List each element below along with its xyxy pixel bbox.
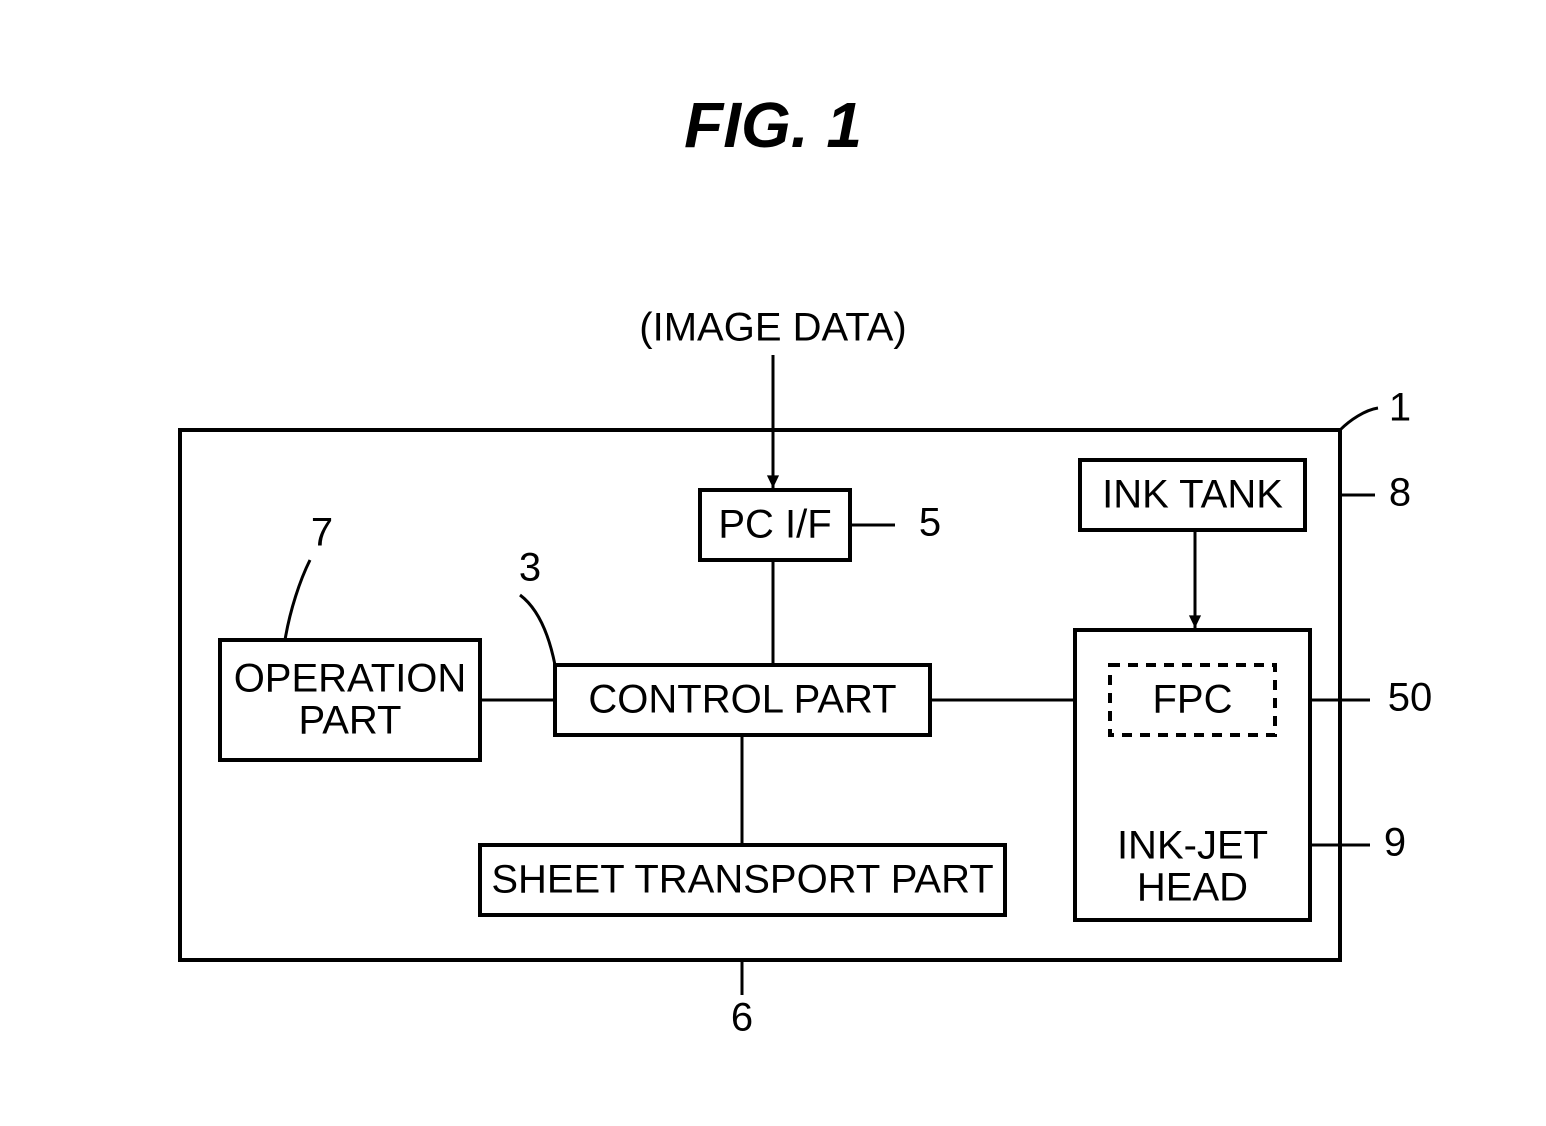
ref-operation: 7	[311, 511, 333, 555]
node-inkjet-head: INK-JETHEAD	[1075, 630, 1310, 920]
input-label: (IMAGE DATA)	[639, 306, 906, 350]
node-label-fpc: FPC	[1153, 678, 1233, 722]
ref-inkjet-head: 9	[1384, 821, 1406, 865]
node-operation: OPERATIONPART	[220, 640, 480, 760]
node-label-sheet: SHEET TRANSPORT PART	[491, 858, 993, 902]
node-sheet: SHEET TRANSPORT PART	[480, 845, 1005, 915]
figure-title: FIG. 1	[684, 89, 862, 161]
outer-ref: 1	[1389, 386, 1411, 430]
node-label-operation-line1: PART	[299, 699, 402, 743]
ref-sheet: 6	[731, 996, 753, 1040]
node-label-control: CONTROL PART	[588, 678, 896, 722]
ref-pc-if: 5	[919, 501, 941, 545]
node-label-pc-if: PC I/F	[718, 503, 831, 547]
node-control: CONTROL PART	[555, 665, 930, 735]
ref-control: 3	[519, 546, 541, 590]
node-ink-tank: INK TANK	[1080, 460, 1305, 530]
ref-fpc: 50	[1388, 676, 1433, 720]
node-label-operation-line0: OPERATION	[234, 657, 467, 701]
node-label-ink-tank: INK TANK	[1102, 473, 1283, 517]
node-label-inkjet-head-line1: HEAD	[1137, 866, 1248, 910]
ref-ink-tank: 8	[1389, 471, 1411, 515]
node-pc-if: PC I/F	[700, 490, 850, 560]
node-label-inkjet-head-line0: INK-JET	[1117, 824, 1268, 868]
